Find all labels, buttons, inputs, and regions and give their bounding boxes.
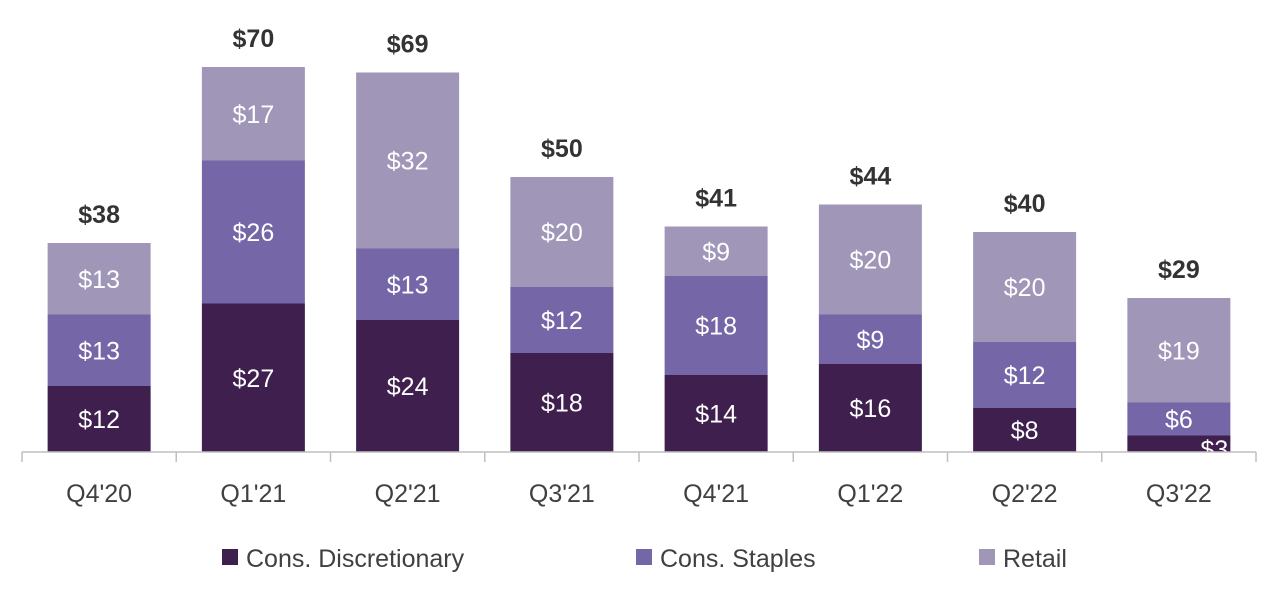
x-tick-label: Q4'21	[683, 480, 749, 508]
segment-value-label: $14	[695, 401, 737, 429]
segment-value-label: $24	[387, 373, 429, 401]
bar-segment	[973, 232, 1077, 342]
bar-segment	[201, 67, 305, 161]
bar-segment	[201, 303, 305, 452]
segment-value-label: $20	[850, 247, 892, 275]
bars-layer: $12 $13 $13 $38 $27 $26 $17 $70 $24 $13 $32 $69 $18 $…	[47, 25, 1231, 464]
bar-segment	[1127, 298, 1231, 403]
segment-value-label: $12	[78, 406, 120, 434]
total-value-label: $29	[1158, 256, 1200, 284]
segment-value-label: $6	[1165, 406, 1193, 434]
bar-segment	[510, 177, 614, 287]
segment-value-label: $17	[233, 101, 275, 129]
segment-value-label: $32	[387, 148, 429, 176]
bar-segment	[1127, 435, 1231, 452]
segment-value-label: $18	[695, 313, 737, 341]
legend-swatch	[636, 549, 652, 565]
legend-label: Retail	[1003, 545, 1067, 573]
total-value-label: $40	[1004, 190, 1046, 218]
segment-value-label: $18	[541, 390, 583, 418]
total-value-label: $69	[387, 31, 429, 59]
bar-segment	[201, 160, 305, 304]
x-axis: Q4'20 Q1'21 Q2'21 Q3'21 Q4'21 Q1'22 Q2'22 Q3'22	[21, 451, 1257, 508]
segment-value-label: $20	[541, 219, 583, 247]
bar-segment	[818, 364, 922, 452]
x-tick-label: Q3'22	[1146, 480, 1212, 508]
bar-segment	[510, 287, 614, 353]
x-tick-label: Q4'20	[66, 480, 132, 508]
legend-swatch	[222, 549, 238, 565]
segment-value-label: $12	[1004, 362, 1046, 390]
bar-segment	[47, 243, 151, 315]
legend-swatch	[979, 549, 995, 565]
bar-segment	[973, 342, 1077, 408]
segment-value-label: $9	[856, 326, 884, 354]
segment-value-label: $13	[78, 337, 120, 365]
bar-segment	[510, 353, 614, 452]
total-value-label: $44	[850, 163, 892, 191]
x-tick-label: Q1'21	[220, 480, 286, 508]
segment-value-label: $19	[1158, 337, 1200, 365]
bar-segment	[356, 248, 460, 320]
bar-segment	[818, 314, 922, 364]
segment-value-label: $20	[1004, 274, 1046, 302]
bar-segment	[356, 72, 460, 249]
bar-segment	[356, 320, 460, 452]
segment-value-label: $26	[233, 219, 275, 247]
x-tick-label: Q2'21	[375, 480, 441, 508]
segment-value-label: $13	[78, 266, 120, 294]
segment-value-label: $3	[1200, 436, 1228, 464]
bar-segment	[47, 314, 151, 386]
segment-value-label: $16	[850, 395, 892, 423]
bar-segment	[973, 408, 1077, 452]
total-value-label: $38	[78, 201, 120, 229]
legend-label: Cons. Discretionary	[246, 545, 465, 573]
x-tick-label: Q2'22	[992, 480, 1058, 508]
bar-segment	[818, 204, 922, 315]
total-value-label: $41	[695, 185, 737, 213]
segment-value-label: $13	[387, 271, 429, 299]
total-value-label: $50	[541, 135, 583, 163]
segment-value-label: $8	[1011, 417, 1039, 445]
x-tick-label: Q1'22	[837, 480, 903, 508]
bar-segment	[664, 276, 768, 375]
legend-label: Cons. Staples	[660, 545, 816, 573]
bar-segment	[664, 375, 768, 452]
x-tick-label: Q3'21	[529, 480, 595, 508]
bar-segment	[664, 226, 768, 276]
bar-segment	[47, 386, 151, 452]
bar-segment	[1127, 402, 1231, 436]
total-value-label: $70	[233, 25, 275, 53]
segment-value-label: $27	[233, 365, 275, 393]
segment-value-label: $12	[541, 307, 583, 335]
segment-value-label: $9	[702, 238, 730, 266]
legend: Cons. Discretionary Cons. Staples Retail	[222, 545, 1067, 573]
